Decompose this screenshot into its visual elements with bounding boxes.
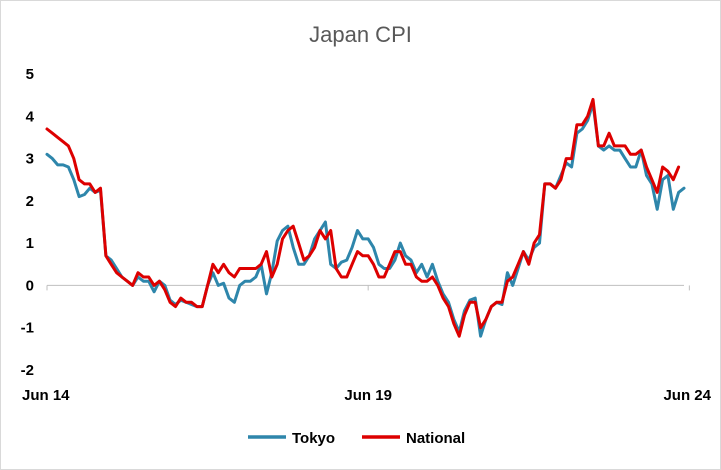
- x-tick-label: Jun 14: [22, 387, 70, 404]
- series-line-national: [45, 97, 681, 338]
- chart-title: Japan CPI: [309, 22, 412, 47]
- y-tick-label: -2: [21, 362, 34, 379]
- y-tick-label: 1: [26, 235, 34, 252]
- y-tick-label: 5: [26, 66, 34, 83]
- y-tick-label: -1: [21, 320, 34, 337]
- x-tick-label: Jun 24: [663, 387, 711, 404]
- y-tick-label: 2: [26, 193, 34, 210]
- series-line-tokyo: [45, 102, 686, 338]
- y-tick-label: 0: [26, 277, 34, 294]
- y-tick-label: 3: [26, 151, 34, 168]
- legend-label-national: National: [406, 430, 465, 447]
- x-tick-label: Jun 19: [344, 387, 392, 404]
- y-tick-label: 4: [26, 108, 35, 125]
- legend-label-tokyo: Tokyo: [292, 430, 335, 447]
